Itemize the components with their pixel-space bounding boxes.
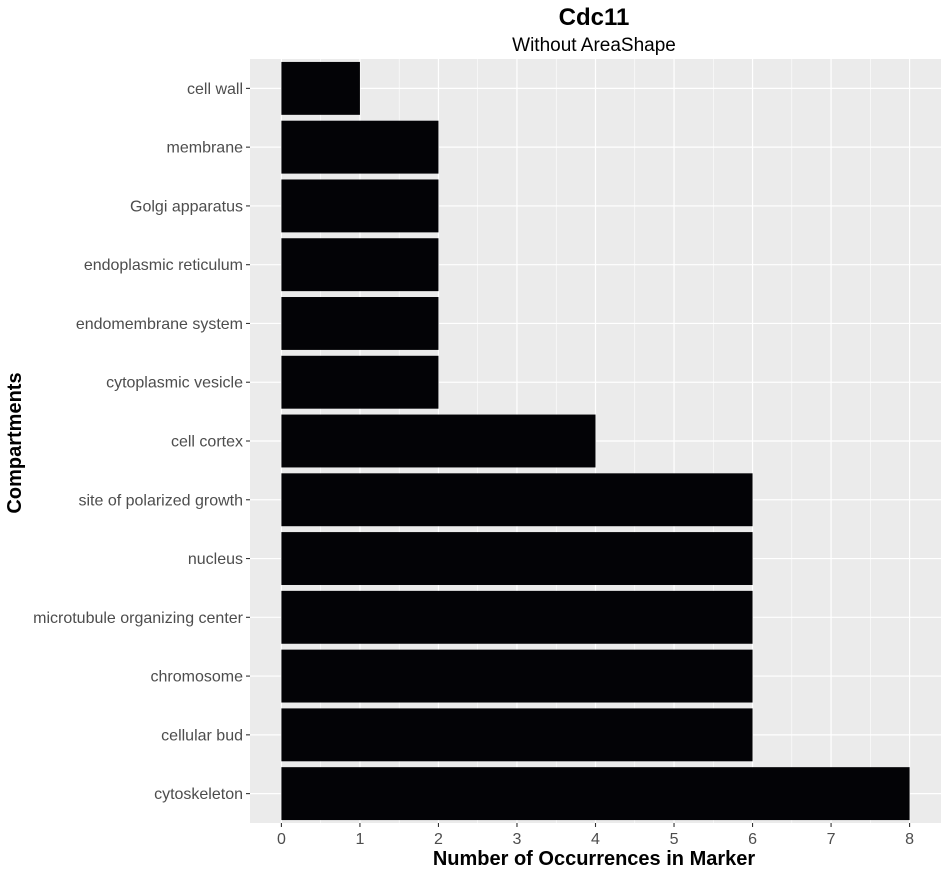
x-axis-title: Number of Occurrences in Marker — [433, 848, 756, 870]
bars — [281, 61, 910, 821]
x-tick-label: 4 — [591, 831, 600, 848]
x-tick-label: 8 — [905, 831, 914, 848]
bar-cellular-bud — [281, 708, 753, 762]
chart-title: Cdc11 — [559, 4, 630, 31]
x-tick-label: 6 — [748, 831, 757, 848]
y-tick-label: endomembrane system — [76, 316, 243, 333]
bar-golgi-apparatus — [281, 179, 439, 233]
bar-site-of-polarized-growth — [281, 473, 753, 527]
bar-cell-cortex — [281, 414, 596, 468]
bar-chromosome — [281, 649, 753, 703]
y-tick-label: site of polarized growth — [78, 492, 243, 509]
y-tick-label: chromosome — [151, 669, 244, 686]
x-tick-label: 1 — [355, 831, 364, 848]
y-tick-label: microtubule organizing center — [33, 610, 244, 627]
y-axis-title: Compartments — [4, 372, 26, 513]
x-tick-label: 5 — [670, 831, 679, 848]
axes: cell wall membrane Golgi apparatus endoplas… — [33, 81, 914, 848]
bar-endomembrane-system — [281, 297, 439, 350]
bar-membrane — [281, 120, 439, 174]
bar-endoplasmic-reticulum — [281, 238, 439, 292]
bar-cytoskeleton — [281, 767, 910, 821]
x-tick-label: 3 — [513, 831, 522, 848]
bar-cell-wall — [281, 61, 360, 115]
bar-nucleus — [281, 532, 753, 585]
y-tick-label: cytoskeleton — [154, 786, 243, 803]
bar-microtubule-organizing-center — [281, 590, 753, 644]
y-tick-label: cell wall — [187, 81, 243, 98]
x-tick-label: 7 — [827, 831, 836, 848]
y-tick-label: membrane — [167, 140, 244, 157]
y-tick-label: cytoplasmic vesicle — [106, 375, 243, 392]
y-tick-label: cell cortex — [171, 434, 243, 451]
y-tick-label: Golgi apparatus — [130, 198, 243, 215]
bar-cytoplasmic-vesicle — [281, 355, 439, 409]
x-tick-label: 0 — [277, 831, 286, 848]
y-tick-label: endoplasmic reticulum — [84, 257, 243, 274]
chart-subtitle: Without AreaShape — [512, 35, 676, 56]
y-tick-label: cellular bud — [161, 727, 243, 744]
x-tick-label: 2 — [434, 831, 443, 848]
y-tick-label: nucleus — [188, 551, 243, 568]
